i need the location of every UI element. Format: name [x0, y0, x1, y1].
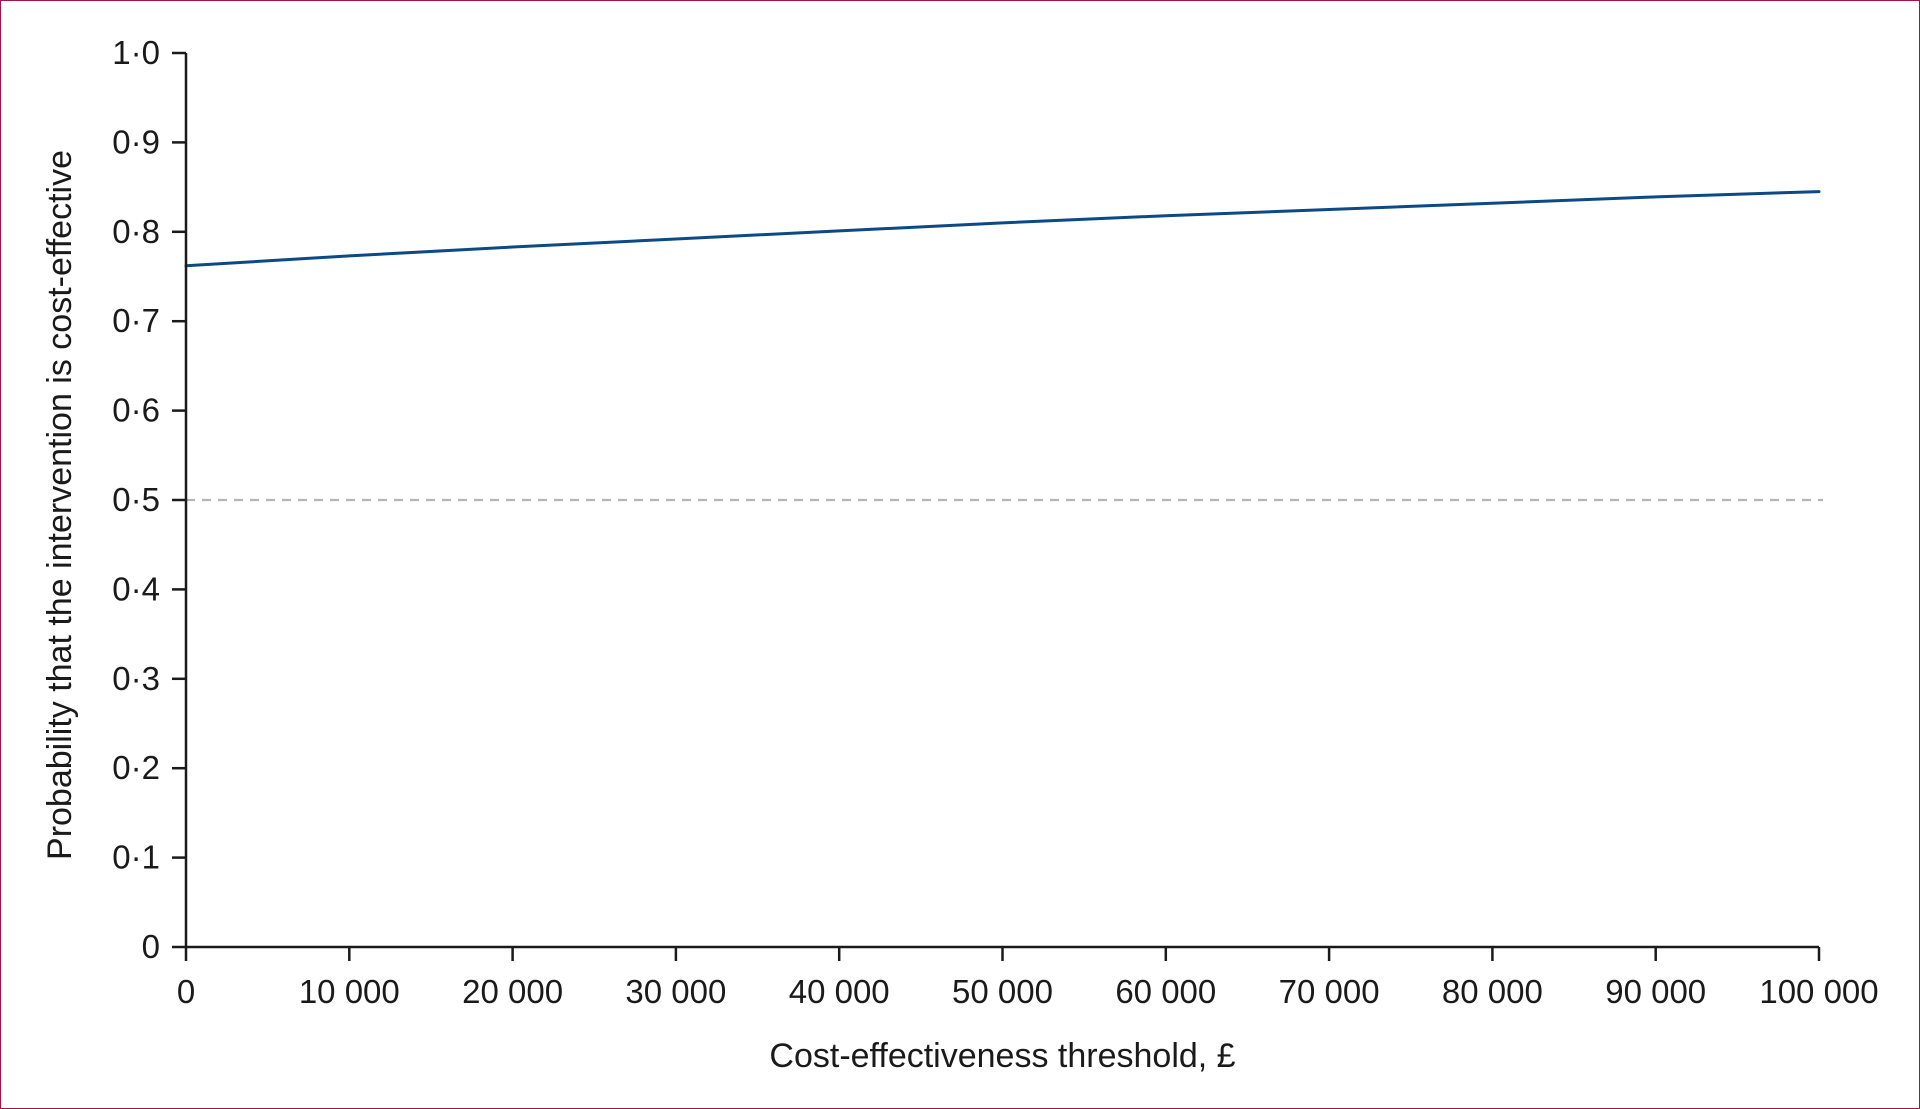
x-tick-label: 0	[177, 973, 195, 1010]
y-tick-label: 0·5	[112, 481, 160, 518]
x-tick-label: 80 000	[1442, 973, 1543, 1010]
y-tick-label: 0·6	[112, 392, 160, 429]
y-tick-label: 0	[142, 928, 160, 965]
x-tick-label: 20 000	[462, 973, 563, 1010]
y-tick-label: 0·9	[112, 123, 160, 160]
y-tick-label: 0·7	[112, 302, 160, 339]
y-tick-label: 0·2	[112, 749, 160, 786]
x-tick-label: 90 000	[1605, 973, 1706, 1010]
x-tick-label: 100 000	[1759, 973, 1878, 1010]
x-tick-label: 60 000	[1115, 973, 1216, 1010]
y-tick-label: 0·4	[112, 570, 160, 607]
series-line-0	[184, 190, 1821, 268]
ticks-layer: 0 0·1 0·2 0·3 0·4 0·5 0·6 0·7 0·8 0·9 1·0 0 10 000 20…	[112, 34, 1878, 1010]
series-layer	[184, 190, 1821, 268]
x-tick-label: 10 000	[299, 973, 400, 1010]
y-tick-label: 1·0	[112, 34, 160, 71]
y-tick-label: 0·8	[112, 213, 160, 250]
x-tick-label: 50 000	[952, 973, 1053, 1010]
y-axis-title: Probability that the intervention is cos…	[41, 150, 79, 860]
x-tick-label: 30 000	[625, 973, 726, 1010]
x-tick-label: 70 000	[1279, 973, 1380, 1010]
y-tick-label: 0·3	[112, 660, 160, 697]
x-tick-label: 40 000	[789, 973, 890, 1010]
y-tick-label: 0·1	[112, 839, 160, 876]
x-axis-title: Cost-effectiveness threshold, £	[769, 1037, 1235, 1075]
